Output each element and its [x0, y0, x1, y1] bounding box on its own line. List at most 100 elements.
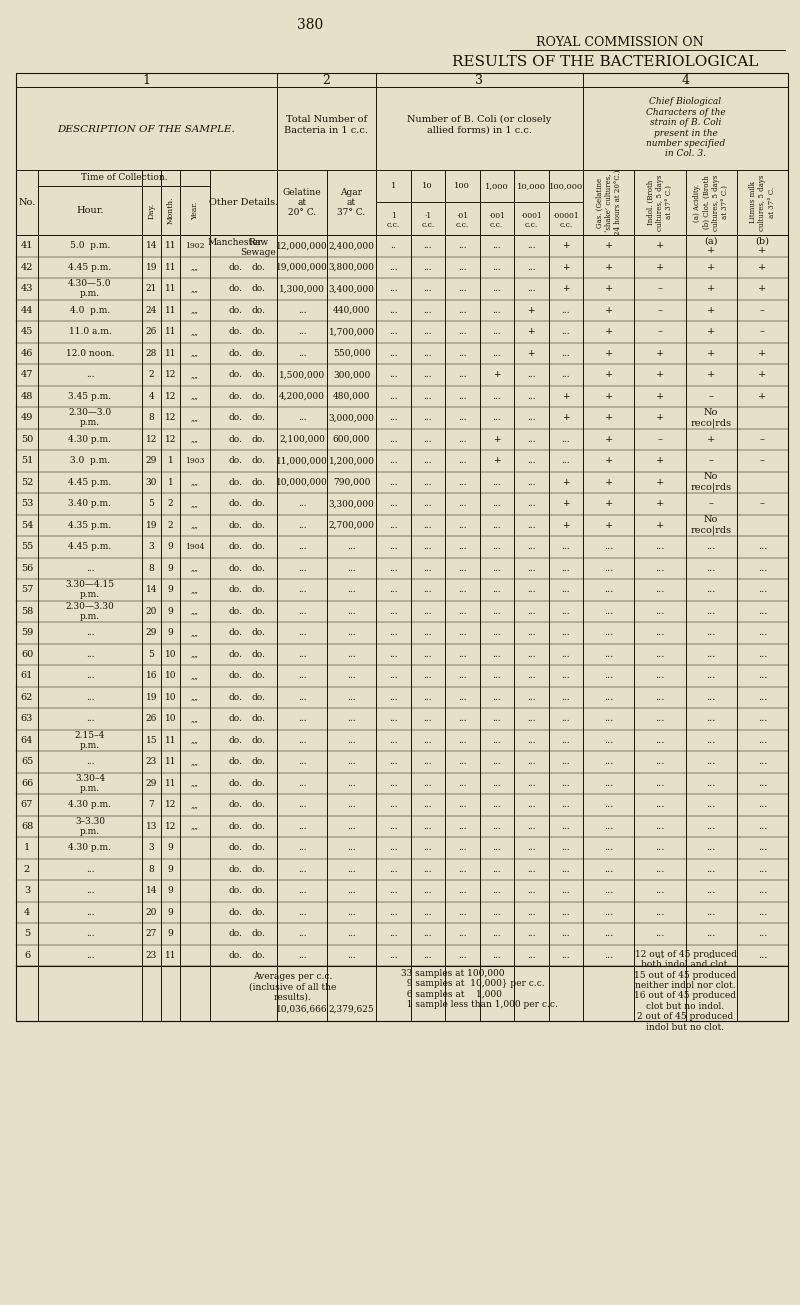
Text: 11: 11: [165, 736, 176, 745]
Text: ...: ...: [458, 822, 466, 831]
Text: do.: do.: [229, 671, 242, 680]
Text: 58: 58: [21, 607, 33, 616]
Text: 6: 6: [24, 951, 30, 959]
Text: ...: ...: [604, 693, 614, 702]
Text: ...: ...: [389, 564, 398, 573]
Text: ...: ...: [389, 929, 398, 938]
Text: ...: ...: [347, 650, 356, 659]
Text: +: +: [707, 262, 715, 271]
Text: do.: do.: [229, 886, 242, 895]
Text: ...: ...: [562, 435, 570, 444]
Text: ...: ...: [655, 564, 665, 573]
Text: ...: ...: [389, 779, 398, 788]
Text: ...: ...: [347, 543, 356, 551]
Text: ·1
c.c.: ·1 c.c.: [421, 211, 434, 230]
Text: 4.30 p.m.: 4.30 p.m.: [69, 800, 111, 809]
Text: 9: 9: [168, 929, 174, 938]
Text: ...: ...: [298, 328, 306, 337]
Text: „„: „„: [191, 672, 199, 680]
Text: +: +: [605, 262, 613, 271]
Text: +: +: [656, 457, 664, 466]
Text: ...: ...: [758, 779, 767, 788]
Text: ...: ...: [562, 457, 570, 466]
Text: 2.15–4
p.m.: 2.15–4 p.m.: [75, 731, 105, 750]
Text: ...: ...: [527, 607, 535, 616]
Text: 3.30–4
p.m.: 3.30–4 p.m.: [75, 774, 105, 793]
Text: 2: 2: [149, 371, 154, 380]
Text: ...: ...: [655, 736, 665, 745]
Text: ...: ...: [527, 800, 535, 809]
Text: ...: ...: [706, 693, 716, 702]
Text: ...: ...: [298, 628, 306, 637]
Text: ...: ...: [298, 348, 306, 358]
Text: ...: ...: [389, 671, 398, 680]
Text: ...: ...: [389, 714, 398, 723]
Text: ...: ...: [562, 757, 570, 766]
Text: ...: ...: [458, 392, 466, 401]
Text: ...: ...: [298, 564, 306, 573]
Text: ...: ...: [389, 478, 398, 487]
Text: –: –: [709, 457, 714, 466]
Text: ...: ...: [458, 371, 466, 380]
Text: do.: do.: [229, 348, 242, 358]
Text: 9: 9: [168, 843, 174, 852]
Text: do.: do.: [251, 371, 266, 380]
Text: ...: ...: [655, 650, 665, 659]
Text: do.: do.: [229, 328, 242, 337]
Text: No
reco|rds: No reco|rds: [690, 515, 732, 535]
Text: No
reco|rds: No reco|rds: [690, 472, 732, 492]
Text: ...: ...: [423, 328, 432, 337]
Text: ...: ...: [423, 607, 432, 616]
Text: ...: ...: [458, 607, 466, 616]
Text: ...: ...: [758, 865, 767, 874]
Text: ...: ...: [423, 908, 432, 916]
Text: do.: do.: [251, 543, 266, 551]
Text: ...: ...: [655, 908, 665, 916]
Text: ...: ...: [562, 800, 570, 809]
Text: ...: ...: [562, 628, 570, 637]
Text: ...: ...: [562, 929, 570, 938]
Text: do.: do.: [251, 929, 266, 938]
Text: ...: ...: [655, 951, 665, 959]
Text: ...: ...: [298, 929, 306, 938]
Text: do.: do.: [251, 348, 266, 358]
Text: ...: ...: [758, 607, 767, 616]
Text: ...: ...: [706, 822, 716, 831]
Text: 46: 46: [21, 348, 33, 358]
Text: +: +: [562, 414, 570, 423]
Text: 1
c.c.: 1 c.c.: [386, 211, 400, 230]
Text: ...: ...: [458, 284, 466, 294]
Text: 64: 64: [21, 736, 33, 745]
Text: ...: ...: [562, 650, 570, 659]
Text: +: +: [656, 478, 664, 487]
Text: +: +: [758, 392, 766, 401]
Text: ...: ...: [389, 435, 398, 444]
Text: 9: 9: [168, 908, 174, 916]
Text: Time of Collection.: Time of Collection.: [81, 174, 167, 183]
Text: ...: ...: [86, 951, 94, 959]
Text: do.: do.: [251, 435, 266, 444]
Text: ...: ...: [527, 736, 535, 745]
Text: ...: ...: [493, 262, 501, 271]
Text: „„: „„: [191, 521, 199, 530]
Text: 12: 12: [165, 414, 176, 423]
Text: ...: ...: [423, 585, 432, 594]
Text: ...: ...: [423, 371, 432, 380]
Text: +: +: [562, 500, 570, 508]
Text: ...: ...: [86, 564, 94, 573]
Text: ...: ...: [493, 779, 501, 788]
Text: ...: ...: [458, 521, 466, 530]
Text: ...: ...: [604, 865, 614, 874]
Text: do.: do.: [229, 714, 242, 723]
Text: ...: ...: [493, 650, 501, 659]
Text: „„: „„: [191, 284, 199, 292]
Text: +: +: [656, 348, 664, 358]
Text: 16: 16: [146, 671, 158, 680]
Text: ...: ...: [389, 757, 398, 766]
Text: ...: ...: [347, 564, 356, 573]
Text: 4.35 p.m.: 4.35 p.m.: [69, 521, 111, 530]
Text: do.: do.: [251, 262, 266, 271]
Text: ...: ...: [527, 908, 535, 916]
Text: do.: do.: [229, 951, 242, 959]
Text: No
reco|rds: No reco|rds: [690, 407, 732, 428]
